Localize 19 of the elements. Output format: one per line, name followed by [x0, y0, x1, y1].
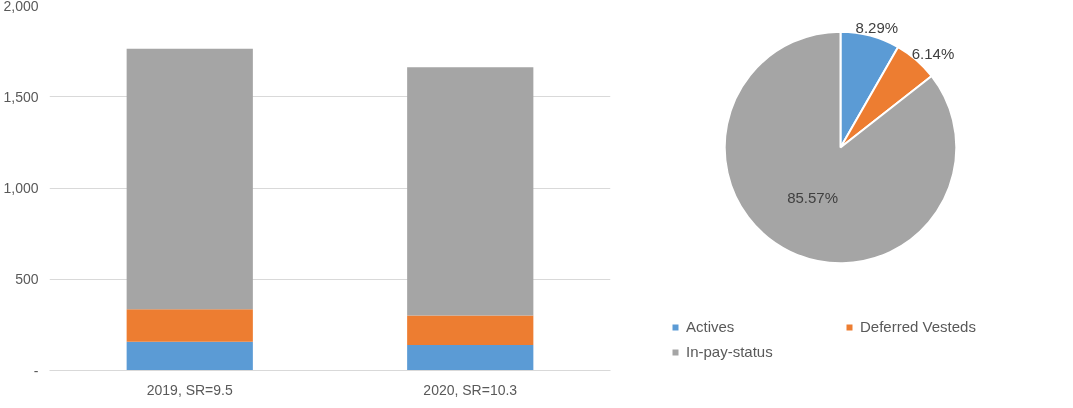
- bar: [126, 309, 253, 342]
- legend-label: In-pay-status: [686, 343, 774, 360]
- y-tick-label: 1,500: [3, 88, 39, 105]
- y-tick-label: -: [33, 362, 39, 379]
- y-tick-label: 500: [15, 271, 39, 288]
- bar: [407, 315, 534, 345]
- bar: [407, 344, 534, 371]
- data-label: 8.29%: [855, 19, 899, 37]
- data-label: 6.14%: [911, 45, 955, 63]
- legend-label: Actives: [686, 318, 736, 335]
- y-tick-label: 2,000: [3, 0, 39, 14]
- bar: [407, 67, 534, 316]
- x-tick-label: 2020, SR=10.3: [423, 381, 518, 398]
- data-label: 85.57%: [787, 189, 839, 207]
- bar: [126, 341, 253, 371]
- legend-label: Deferred Vesteds: [860, 318, 977, 335]
- x-tick-label: 2019, SR=9.5: [146, 381, 233, 398]
- y-tick-label: 1,000: [3, 180, 39, 196]
- bar: [126, 48, 253, 310]
